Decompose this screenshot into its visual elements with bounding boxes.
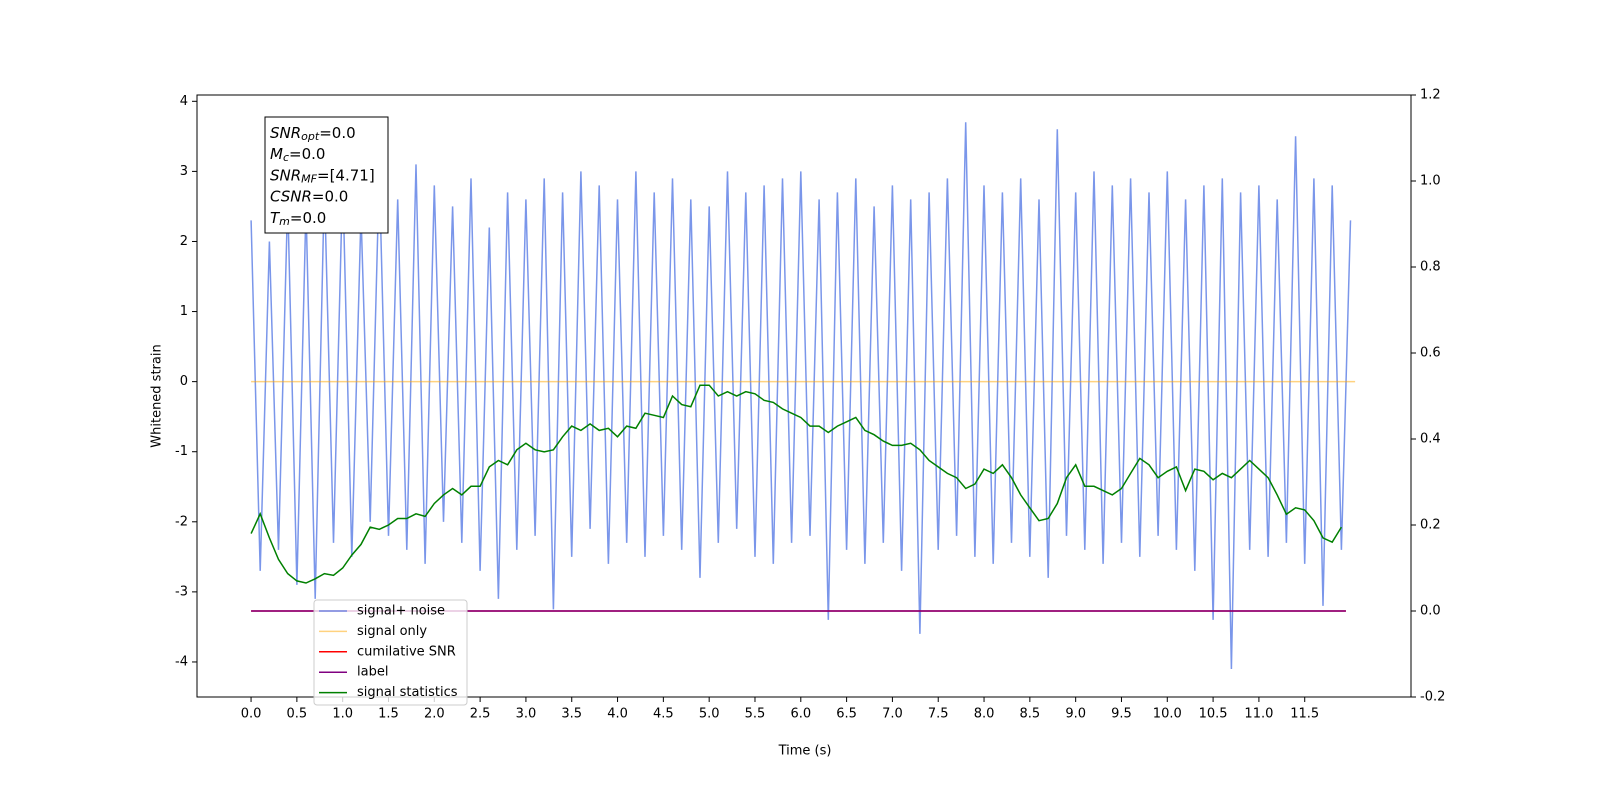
y-axis-label: Whitened strain [150, 344, 165, 447]
y-tick-label: 2 [180, 234, 188, 249]
annotation: Mc=0.0 [270, 145, 325, 165]
annotation: SNRopt=0.0 [270, 124, 356, 144]
annotation-value: =0.0 [289, 145, 325, 163]
x-tick-label: 1.0 [332, 707, 353, 722]
legend-label: signal only [357, 624, 427, 639]
x-tick-label: 10.0 [1153, 707, 1182, 722]
annotation-subscript: m [279, 215, 290, 228]
x-tick-label: 7.5 [928, 707, 949, 722]
annotation-symbol: T [270, 208, 281, 226]
x-tick-label: 6.0 [790, 707, 811, 722]
annotation: Tm=0.0 [270, 208, 326, 228]
annotation-subscript: MF [301, 172, 317, 185]
x-tick-label: 6.5 [836, 707, 857, 722]
legend-label: cumilative SNR [357, 644, 456, 659]
y2-tick-label: 1.0 [1420, 174, 1441, 189]
y2-tick-label: 0.0 [1420, 604, 1441, 619]
x-tick-label: 4.5 [653, 707, 674, 722]
series-line [250, 122, 1352, 670]
annotation-symbol: SNR [270, 124, 301, 142]
x-tick-label: 5.5 [745, 707, 766, 722]
x-tick-label: 3.5 [561, 707, 582, 722]
annotation-value: =0.0 [312, 187, 348, 205]
y-tick-label: -3 [175, 584, 188, 599]
legend-label: signal statistics [357, 685, 458, 700]
x-axis-label: Time (s) [778, 744, 832, 759]
y-tick-label: 3 [180, 164, 188, 179]
annotation-value: =0.0 [319, 124, 355, 142]
annotation-value: =0.0 [290, 208, 326, 226]
legend-label: signal+ noise [357, 604, 445, 619]
annotation: CSNR=0.0 [270, 187, 348, 205]
x-tick-label: 2.5 [470, 707, 491, 722]
annotation-subscript: c [283, 151, 289, 164]
x-tick-label: 8.0 [974, 707, 995, 722]
y-tick-label: -2 [175, 514, 188, 529]
y2-tick-label: 0.2 [1420, 518, 1441, 533]
x-tick-label: 9.5 [1111, 707, 1132, 722]
x-tick-label: 1.5 [378, 707, 399, 722]
legend-box [313, 599, 468, 706]
x-tick-label: 3.0 [516, 707, 537, 722]
y-tick-label: 1 [180, 304, 188, 319]
y-tick-label: 0 [180, 374, 188, 389]
y2-tick-label: 1.2 [1420, 88, 1441, 103]
series-line [250, 384, 1343, 584]
annotation: SNRMF=[4.71] [270, 166, 375, 186]
annotation-subscript: opt [301, 130, 320, 143]
y2-tick-label: -0.2 [1420, 690, 1445, 705]
annotation-value: =[4.71] [317, 166, 375, 184]
x-tick-label: 4.0 [607, 707, 628, 722]
x-tick-label: 11.5 [1290, 707, 1319, 722]
y2-tick-label: 0.4 [1420, 432, 1441, 447]
x-tick-label: 2.0 [424, 707, 445, 722]
x-tick-label: 0.5 [287, 707, 308, 722]
x-tick-label: 0.0 [241, 707, 262, 722]
annotation-symbol: M [270, 145, 283, 163]
y2-tick-label: 0.6 [1420, 346, 1441, 361]
y-tick-label: -4 [175, 654, 188, 669]
y-tick-label: -1 [175, 444, 188, 459]
y-tick-label: 4 [180, 94, 188, 109]
annotation-symbol: CSNR [270, 187, 312, 205]
y2-tick-label: 0.8 [1420, 260, 1441, 275]
annotation-box [264, 116, 389, 234]
x-tick-label: 7.0 [882, 707, 903, 722]
x-tick-label: 8.5 [1020, 707, 1041, 722]
x-tick-label: 10.5 [1199, 707, 1228, 722]
x-tick-label: 9.0 [1065, 707, 1086, 722]
x-tick-label: 11.0 [1244, 707, 1273, 722]
annotation-symbol: SNR [270, 166, 301, 184]
x-tick-label: 5.0 [699, 707, 720, 722]
legend-label: label [357, 665, 388, 680]
plot-frame [196, 94, 1412, 698]
